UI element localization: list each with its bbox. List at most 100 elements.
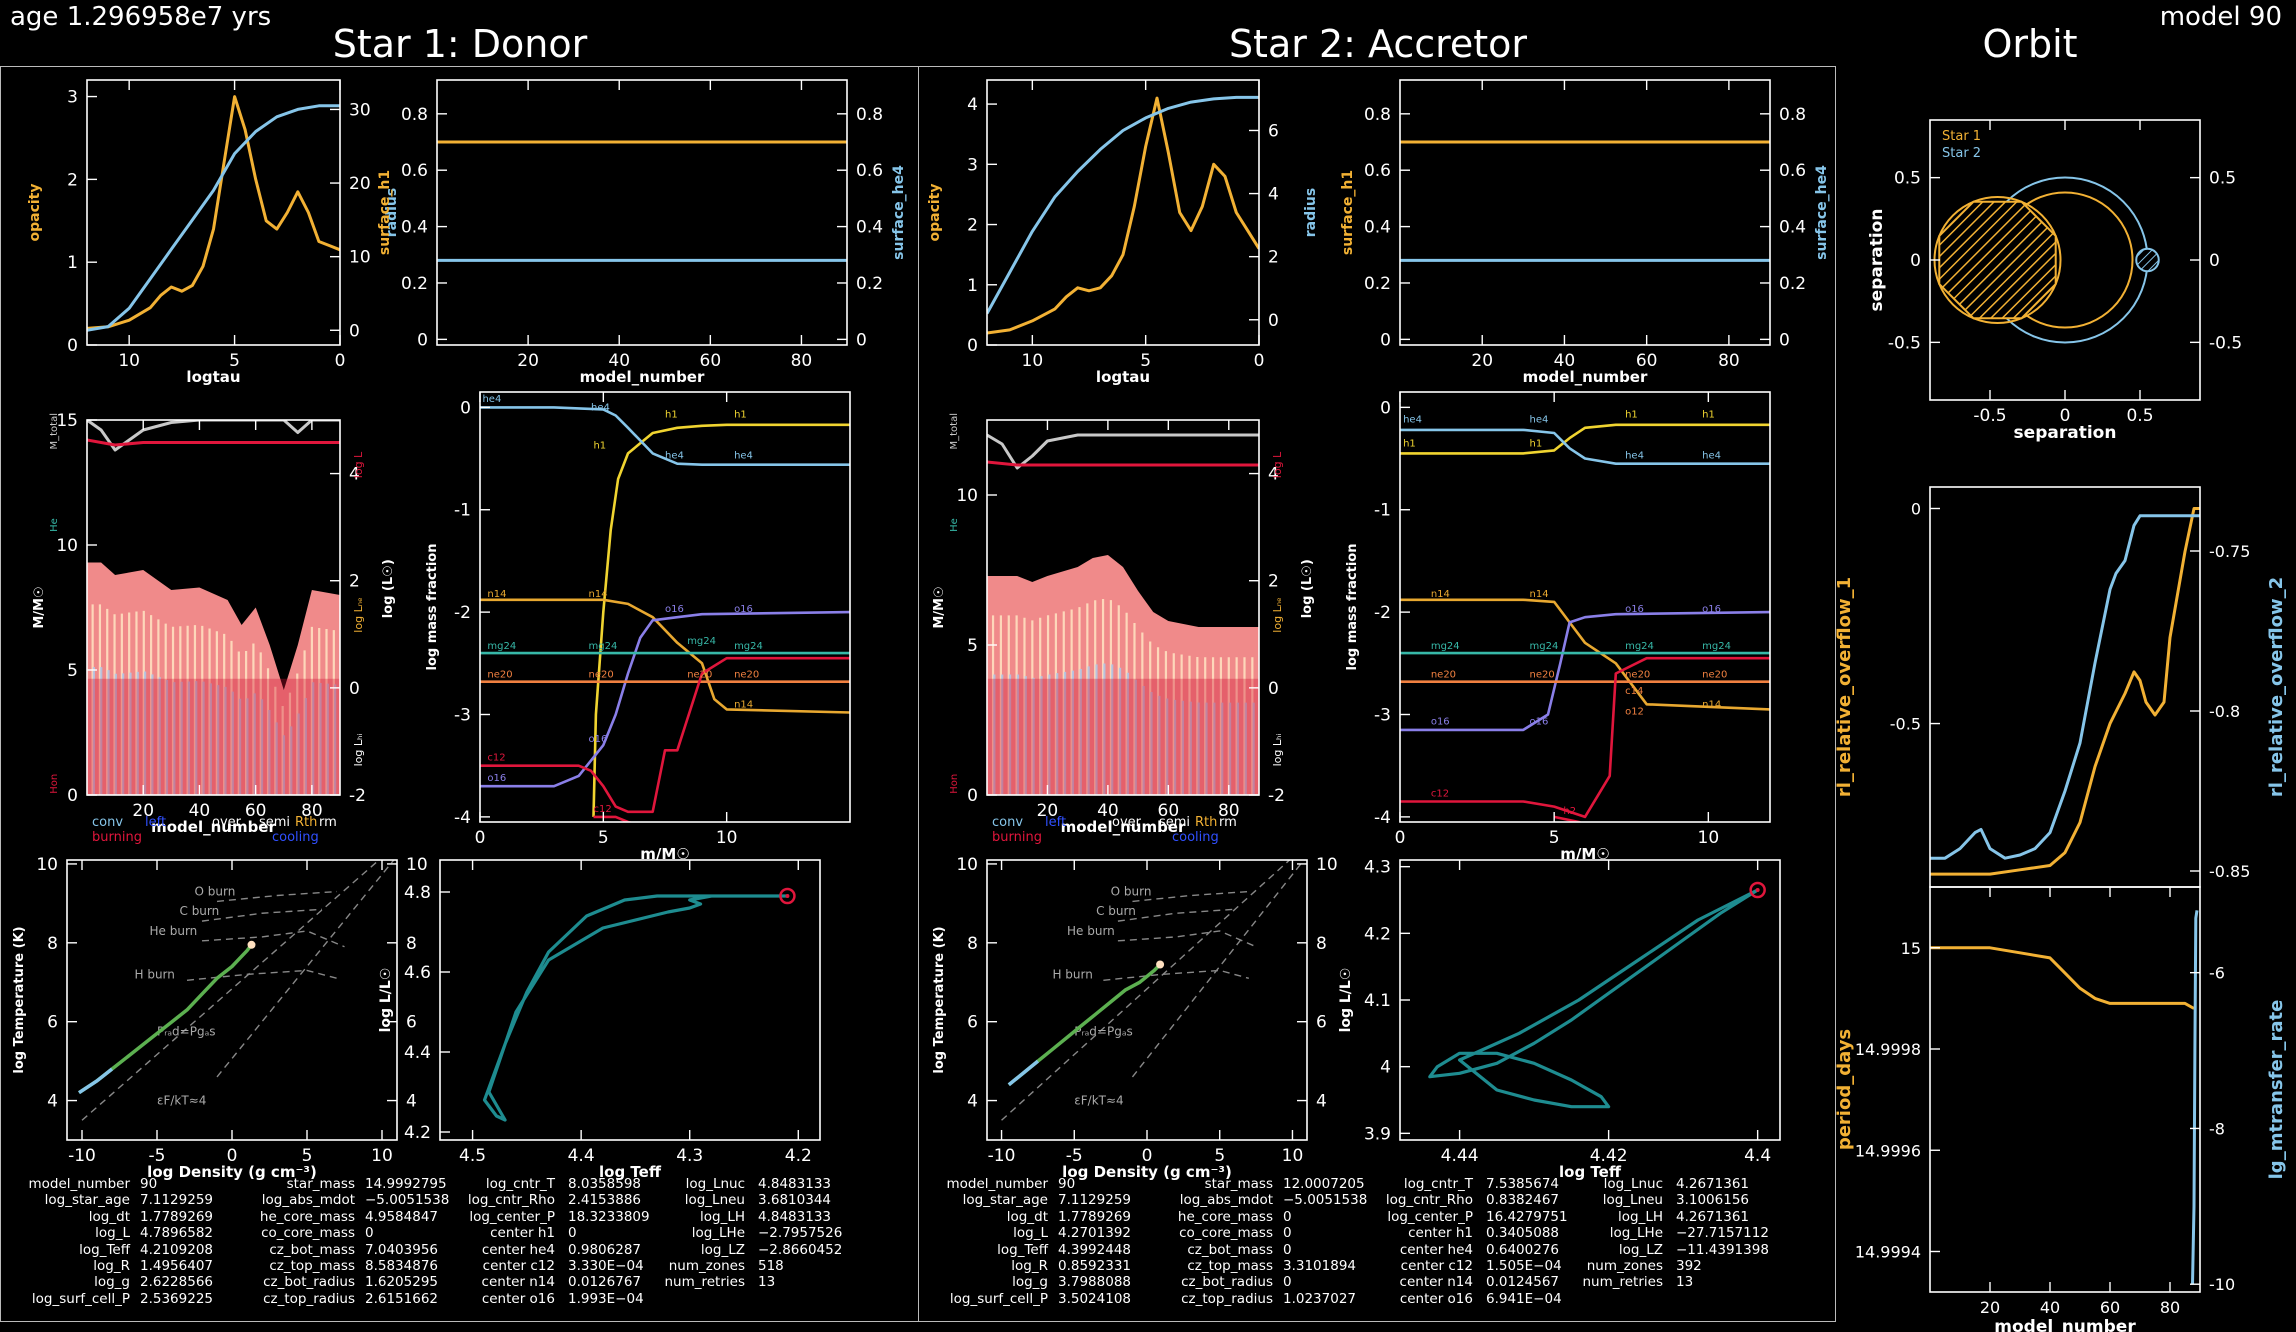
y-tick-label: 4.1 <box>1364 991 1391 1011</box>
abundance-label: he4 <box>734 451 753 462</box>
y-tick-right-label: 4 <box>1268 185 1279 205</box>
a_hr-ylabel: log L/L☉ <box>1338 968 1354 1033</box>
o_rl-chart: 0 -0.5 -0.75 -0.8 -0.85 rl_relative_overflow_… <box>1834 486 2287 888</box>
info-key: log_R <box>1011 1258 1048 1274</box>
abundance-label: ne20 <box>1702 670 1727 681</box>
d_abund-series-he4 <box>480 406 850 467</box>
d_surf-frame <box>436 79 848 346</box>
x-tick-label: 10 <box>1022 351 1044 371</box>
y-tick-right-label: -6 <box>2209 964 2225 983</box>
d_kipp-plot <box>87 420 340 795</box>
d_abund-series-c12 <box>480 656 850 814</box>
d_hr-current-point-dot <box>785 894 790 898</box>
info-key: num_retries <box>1582 1274 1663 1291</box>
info-value: 3.3101894 <box>1283 1258 1357 1274</box>
info-value: 7.1129259 <box>1058 1192 1132 1209</box>
info-value: −11.4391398 <box>1676 1241 1769 1258</box>
accretor-star <box>2135 247 2160 273</box>
info-value: −2.8660452 <box>758 1241 843 1258</box>
side-label: M_total <box>949 413 960 450</box>
donor-title: Star 1: Donor <box>332 22 588 66</box>
y-tick-label: 0.4 <box>1364 218 1391 238</box>
y-tick-label: 0.2 <box>1364 274 1391 294</box>
a_abund-series-he4 <box>1400 428 1770 466</box>
y-tick-label: 1 <box>67 253 78 273</box>
d_kipp-chart: 20 40 60 80 0 5 10 15 -2 0 2 4 model_number M/M☉ log L… <box>32 411 396 845</box>
d_surf-plot <box>437 140 847 262</box>
info-value: 6.941E−04 <box>1486 1290 1562 1307</box>
abundance-label: o16 <box>1431 717 1450 728</box>
info-key: center he4 <box>1399 1241 1473 1258</box>
trho-annotation: C burn <box>1096 904 1136 918</box>
side-label: He <box>49 518 60 532</box>
y-tick-label: -2 <box>454 603 471 623</box>
burning-line <box>186 969 338 981</box>
y-tick-right-label: 10 <box>349 248 371 268</box>
y-tick-label: -1 <box>1374 501 1391 521</box>
legend-rm: rm <box>319 815 337 830</box>
info-key: center n14 <box>1399 1274 1473 1291</box>
burning-line <box>1117 930 1257 948</box>
x-tick-label: 0 <box>1254 351 1265 371</box>
a_abund-plot: he4 he4 he4 he4 h1 h1 h1 h1 n14 n14 n14 o16 o16 mg24 m… <box>1400 410 1770 822</box>
d_abund-series-n14 <box>480 598 850 714</box>
x-tick-label: 5 <box>598 828 609 848</box>
a_trho-plot: O burn C burn He burn H burn Pᵣₐd=Pgₐs εF/kT≈… <box>1001 860 1305 1121</box>
side-label: log Lₕᵢ <box>352 734 365 767</box>
x-tick-label: -5 <box>1066 1146 1083 1166</box>
trho-center <box>247 940 256 949</box>
info-value: 3.7988088 <box>1058 1274 1132 1291</box>
abundance-label: n14 <box>734 699 753 710</box>
d_abund-ylabel: log mass fraction <box>425 544 440 671</box>
info-key: num_zones <box>1586 1258 1663 1274</box>
trho-annotation: O burn <box>1111 884 1152 898</box>
y-tick-label: 0.5 <box>1894 169 1921 189</box>
y-tick-label: 0 <box>67 786 78 806</box>
d_abund-chart: he4 he4 he4 he4 h1 h1 h1 n14 n14 n14 o16 o16 mg24 mg2… <box>425 391 851 863</box>
o_p-xlabel: model_number <box>1994 1317 2136 1332</box>
d_hr-plot <box>482 887 796 1122</box>
y-tick-right-label: 0.8 <box>1779 105 1806 125</box>
d_kipp-xlabel: model_number <box>151 818 276 836</box>
a_kap-frame <box>986 79 1260 346</box>
info-value: 4.9584847 <box>365 1208 439 1225</box>
y-tick-label: 6 <box>967 1013 978 1033</box>
y-tick-label: -0.5 <box>1890 715 1921 734</box>
y-tick-label: 0.8 <box>401 105 428 125</box>
abundance-label: h1 <box>1702 410 1715 421</box>
info-value: 0.0124567 <box>1486 1274 1560 1291</box>
y-tick-right-label: 0.2 <box>856 274 883 294</box>
info-key: cz_top_mass <box>1187 1258 1273 1274</box>
x-tick-label: 40 <box>608 351 630 371</box>
abundance-label: mg24 <box>1625 641 1654 652</box>
info-value: 2.4153886 <box>568 1192 642 1209</box>
abundance-label: ne20 <box>589 670 614 681</box>
abundance-label: he4 <box>665 451 684 462</box>
y-tick-right-label: 0 <box>1268 311 1279 331</box>
abundance-label: c12 <box>487 753 505 764</box>
abundance-label: h1 <box>593 440 606 451</box>
info-key: log_Lneu <box>684 1192 745 1209</box>
info-key: log_LZ <box>700 1241 745 1258</box>
info-key: log_cntr_T <box>485 1176 555 1192</box>
d_kap-xlabel: logtau <box>186 368 240 386</box>
y-tick-right-label: -0.8 <box>2209 702 2240 721</box>
info-key: cz_top_radius <box>1181 1290 1273 1307</box>
y-tick-label: 4 <box>47 1092 58 1112</box>
orbit-chart: Star 1 Star 2 -0.5 0 0.5 -0.5 0 0.5 -0.5 0 0.5 sepa… <box>1867 119 2242 443</box>
y-tick-label: 0 <box>1380 330 1391 350</box>
info-value: −27.7157112 <box>1676 1225 1769 1242</box>
info-key: log_surf_cell_P <box>31 1290 130 1307</box>
a_hr-chart: 4.44 4.42 4.4 3.9 4 4.1 4.2 4.3 log Teff log L/L☉ <box>1338 858 1781 1181</box>
info-key: log_star_age <box>962 1192 1048 1209</box>
d_surf-xlabel: model_number <box>580 368 705 386</box>
side-label: log L <box>352 451 365 478</box>
d_trho-series-profile <box>78 943 253 1095</box>
y-tick-label: 4 <box>967 1092 978 1112</box>
y-tick-label: 14.9994 <box>1855 1243 1921 1262</box>
x-tick-label: 10 <box>371 1146 393 1166</box>
info-value: 0 <box>1283 1274 1292 1291</box>
d_trho-frame <box>66 859 398 1141</box>
info-key: star_mass <box>1204 1176 1273 1192</box>
